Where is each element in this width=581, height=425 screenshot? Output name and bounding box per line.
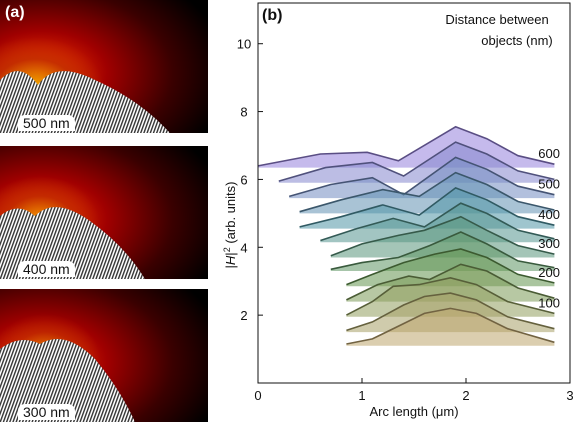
field-map-500nm [0,0,208,133]
simulation-400nm: 400 nm [0,146,208,279]
x-tick-label-1: 1 [358,388,365,403]
curve-fill-6 [330,216,555,258]
intensity-chart: 0 1 2 3 2 4 6 8 10 100 200 300 400 500 600 (b) Distanc… [222,2,574,419]
panel-b-label: (b) [262,7,282,24]
simulation-300nm: 300 nm [0,289,208,422]
curve-line-6 [330,215,555,257]
curve-fill-7 [320,203,555,243]
panel-a: (a) 500 nm 400 nm 300 nm [0,0,215,425]
panel-a-label: (a) [5,4,25,21]
curve-line-9 [299,171,555,213]
curve-line-11 [278,141,555,182]
x-tick-label-2: 2 [462,388,469,403]
distance-label-500: 500 nm [18,115,75,131]
curve-line-5 [330,231,555,271]
plot-frame [257,2,571,384]
y-tick-label-10: 10 [237,37,251,52]
legend-title-line2: objects (nm) [481,33,553,48]
x-axis-label: Arc length (μm) [369,404,458,419]
y-tick-label-4: 4 [240,240,247,255]
distance-label-400: 400 nm [18,261,75,277]
curve-line-1 [346,292,555,332]
series-label-300: 300 [538,236,560,251]
curve-fill-12 [258,126,555,168]
field-map-300nm [0,289,208,422]
series-label-600: 600 [538,146,560,161]
curve-line-0 [346,307,555,345]
x-tick-label-0: 0 [254,388,261,403]
curve-layer [257,125,555,346]
curve-fill-4 [346,249,555,287]
curve-fill-0 [346,308,555,346]
axes-layer: 0 1 2 3 2 4 6 8 10 100 200 300 400 500 600 [237,37,574,403]
curve-line-10 [288,156,555,198]
field-map-400nm [0,146,208,279]
x-tick-label-3: 3 [566,388,573,403]
curve-line-12 [257,125,555,167]
series-label-400: 400 [538,207,560,222]
y-axis-label: |H|2 (arb. units) [222,182,238,269]
series-label-500: 500 [538,177,560,192]
simulation-500nm: (a) 500 nm [0,0,208,133]
legend-title-line1: Distance between [445,12,548,27]
y-tick-label-6: 6 [240,172,247,187]
series-label-200: 200 [538,265,560,280]
y-tick-label-2: 2 [240,308,247,323]
curve-line-2 [346,276,555,316]
series-label-100: 100 [538,295,560,310]
curve-line-4 [346,248,555,286]
y-tick-label-8: 8 [240,105,247,120]
curve-line-8 [299,186,555,228]
curve-fill-5 [330,232,555,271]
curve-line-3 [346,263,555,301]
curve-line-7 [320,202,555,242]
distance-label-300: 300 nm [18,404,75,420]
